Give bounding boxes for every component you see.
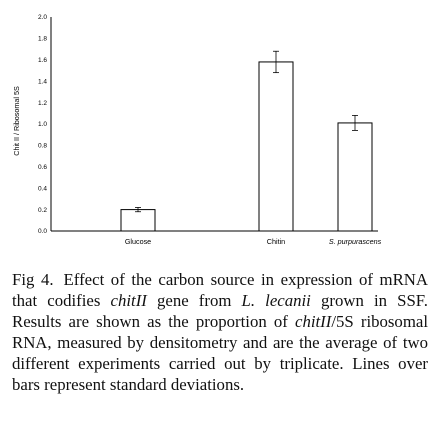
- bar: [337, 122, 373, 232]
- caption-text-run: grown in SSF. Results are shown as the p…: [12, 291, 428, 331]
- y-tick-label: 1.2: [38, 100, 47, 107]
- category-label: S. purpurascens: [329, 237, 382, 246]
- figure-caption: Fig 4. Effect of the carbon source in exp…: [12, 269, 428, 395]
- category-labels: Glucose Chitin S. purpurascens: [125, 237, 382, 246]
- y-tick-label: 1.4: [38, 78, 47, 85]
- bar: [120, 209, 156, 232]
- category-label: Glucose: [125, 237, 151, 246]
- caption-italic-term: chitII: [295, 312, 332, 331]
- caption-text-run: /5S ribosomal RNA, measured by densitome…: [12, 312, 428, 394]
- caption-italic-term: chitII: [110, 291, 147, 310]
- y-tick-label: 0.4: [38, 185, 47, 192]
- y-tick-label: 0.2: [38, 207, 47, 214]
- bars: [120, 61, 373, 232]
- y-tick-label: 2.0: [38, 14, 47, 21]
- chart: 0.0 0.2 0.4 0.6 0.8 1.0 1.2 1.4 1.6 1.8 2.0 Glucos…: [12, 14, 382, 246]
- y-tick-label: 1.8: [38, 36, 47, 43]
- bar: [258, 61, 294, 232]
- y-tick-label: 0.0: [38, 228, 47, 235]
- category-label: Chitin: [267, 237, 285, 246]
- caption-italic-term: L. lecanii: [241, 291, 311, 310]
- y-tick-label: 0.6: [38, 164, 47, 171]
- figure-number: Fig 4.: [12, 270, 54, 289]
- caption-text: Effect of the carbon source in expressio…: [12, 270, 428, 394]
- y-tick-label: 1.0: [38, 121, 47, 128]
- error-bars: [135, 50, 358, 213]
- y-tick-label: 0.8: [38, 143, 47, 150]
- caption-text-run: Effect of the carbon source in expressio…: [12, 270, 428, 310]
- y-tick-label: 1.6: [38, 57, 47, 64]
- caption-text-run: gene from: [146, 291, 242, 310]
- y-axis-label: Chit II / Ribosomal 5S: [12, 86, 21, 156]
- y-axis-ticks: 0.0 0.2 0.4 0.6 0.8 1.0 1.2 1.4 1.6 1.8 2.0: [38, 14, 47, 235]
